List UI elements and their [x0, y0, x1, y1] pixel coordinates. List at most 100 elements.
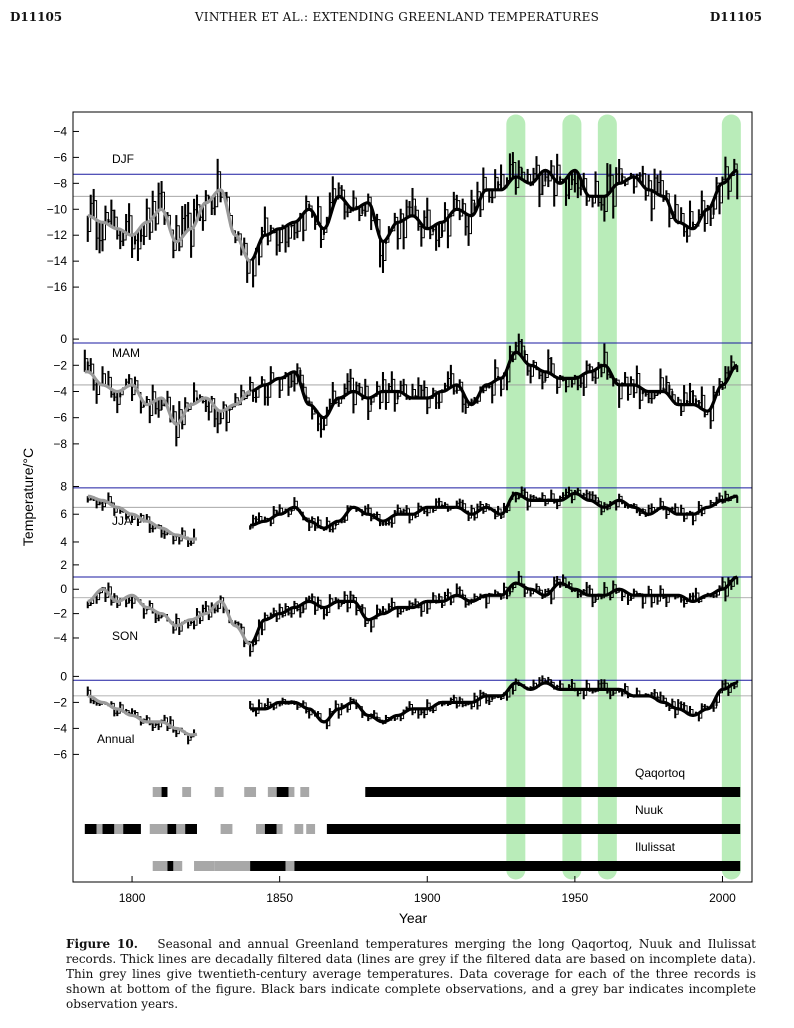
annual-bar-djf: [455, 194, 458, 210]
annual-bar-son: [458, 586, 461, 596]
y-tick-label-3-3: −4: [53, 631, 67, 645]
annual-bar-jja: [331, 523, 334, 533]
annual-bar-annual: [86, 686, 89, 696]
annual-step-line-jja: [87, 489, 738, 545]
x-tick-label-2: 1900: [414, 891, 441, 905]
annual-bar-son: [255, 635, 258, 645]
coverage-label-nuuk: Nuuk: [635, 803, 664, 817]
coverage-seg-nuuk: [149, 824, 168, 834]
panel-jja: [86, 486, 739, 547]
y-tick-label-2-2: 4: [60, 535, 67, 549]
y-tick-label-3-0: 2: [60, 558, 67, 572]
annual-bar-son: [511, 584, 514, 590]
annual-bar-son: [588, 584, 591, 596]
annual-bar-son: [691, 592, 694, 602]
coverage-seg-qaqortoq: [214, 787, 224, 797]
annual-bar-son: [352, 594, 355, 602]
annual-bar-djf: [142, 223, 145, 246]
annual-bar-jja: [461, 499, 464, 510]
x-tick-label-0: 1800: [119, 891, 146, 905]
coverage-seg-ilulissat: [167, 861, 174, 871]
x-tick-label-1: 1850: [266, 891, 293, 905]
annual-step-line-mam: [84, 341, 738, 438]
y-tick-label-1-2: −4: [53, 384, 67, 398]
annual-bar-jja: [343, 516, 346, 523]
smooth-line-annual: [250, 681, 738, 724]
annual-bar-mam: [544, 371, 547, 382]
annual-bar-son: [594, 595, 597, 602]
coverage-seg-qaqortoq: [244, 787, 257, 797]
coverage-seg-ilulissat: [250, 861, 286, 871]
annual-bar-mam: [697, 400, 700, 407]
annual-step-line-son: [87, 575, 738, 653]
figure-caption: Figure 10. Seasonal and annual Greenland…: [66, 937, 756, 1012]
annual-bar-mam: [668, 384, 671, 397]
annual-bar-djf: [340, 185, 343, 198]
smooth-line-jja: [249, 491, 738, 530]
annual-bar-mam: [650, 391, 653, 404]
smooth-line-incomplete-son: [87, 587, 251, 646]
caption-text: Seasonal and annual Greenland temperatur…: [66, 937, 756, 1011]
annual-bar-djf: [278, 228, 281, 252]
annual-bar-jja: [86, 496, 89, 503]
annual-bar-jja: [387, 518, 390, 526]
smooth-line-incomplete-mam: [84, 370, 251, 426]
annual-bar-djf: [322, 228, 325, 235]
y-tick-label-0-0: −4: [53, 124, 67, 138]
annual-bar-mam: [550, 357, 553, 375]
y-tick-label-4-1: −2: [53, 695, 67, 709]
coverage-seg-qaqortoq: [267, 787, 277, 797]
annual-bar-jja: [532, 494, 535, 501]
y-tick-label-1-0: 0: [60, 332, 67, 346]
header-right: D11105: [709, 10, 762, 24]
annual-bar-djf: [520, 167, 523, 180]
x-axis-label: Year: [399, 910, 428, 926]
annual-bar-son: [411, 602, 414, 608]
coverage-seg-nuuk: [114, 824, 124, 834]
y-tick-label-1-3: −6: [53, 411, 67, 425]
annual-bar-mam: [290, 372, 293, 388]
annual-bar-son: [399, 607, 402, 615]
annual-bar-mam: [520, 338, 523, 357]
annual-bar-jja: [390, 516, 393, 528]
coverage-seg-nuuk: [84, 824, 97, 834]
coverage-seg-ilulissat: [294, 861, 741, 871]
smooth-line-incomplete-djf: [87, 188, 251, 263]
y-tick-label-3-1: 0: [60, 582, 67, 596]
annual-bar-jja: [591, 491, 594, 502]
annual-bar-mam: [119, 390, 122, 398]
y-tick-label-1-4: −8: [53, 437, 67, 451]
coverage-seg-nuuk: [276, 824, 283, 834]
annual-bar-djf: [361, 205, 364, 214]
smooth-line-incomplete-annual: [87, 694, 198, 737]
coverage-seg-ilulissat: [152, 861, 168, 871]
annual-bar-djf: [213, 194, 216, 216]
annual-bar-djf: [559, 176, 562, 184]
annual-bar-son: [302, 603, 305, 613]
annual-bar-djf: [122, 230, 125, 247]
smooth-line-djf: [250, 168, 738, 262]
annual-bar-djf: [491, 189, 494, 204]
y-tick-label-0-3: −10: [47, 202, 68, 216]
annual-bar-son: [538, 588, 541, 594]
coverage-seg-nuuk: [220, 824, 233, 834]
coverage-seg-ilulissat: [194, 861, 215, 871]
coverage-seg-nuuk: [96, 824, 103, 834]
annual-bar-annual: [420, 708, 423, 715]
coverage-seg-nuuk: [123, 824, 141, 834]
y-tick-label-0-1: −6: [53, 150, 67, 164]
annual-bar-djf: [609, 164, 612, 192]
smooth-line-incomplete-jja: [87, 494, 198, 541]
annual-bar-son: [508, 587, 511, 595]
annual-bar-jja: [588, 491, 591, 501]
annual-bar-jja: [98, 499, 101, 506]
annual-bar-son: [629, 594, 632, 601]
annual-bar-djf: [712, 200, 715, 215]
annual-bar-mam: [266, 384, 269, 406]
annual-bar-son: [237, 621, 240, 628]
panel-mam: [83, 333, 739, 447]
annual-bar-annual: [683, 702, 686, 712]
y-axis-label: Temperature/°C: [20, 448, 36, 546]
annual-bar-annual: [715, 696, 718, 707]
annual-bar-djf: [579, 179, 582, 196]
